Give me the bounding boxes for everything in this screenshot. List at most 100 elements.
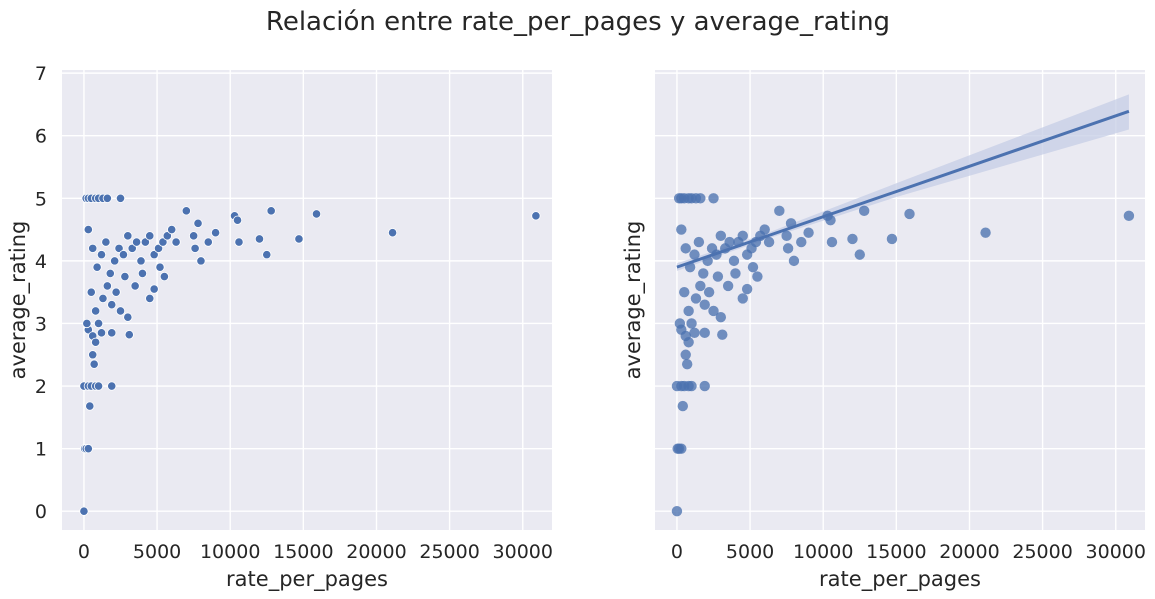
data-point (686, 318, 697, 329)
x-tick-label: 25000 (419, 541, 479, 563)
data-point (781, 230, 792, 242)
data-point (886, 233, 898, 245)
data-point (196, 256, 206, 266)
data-point (676, 224, 687, 235)
data-point (145, 231, 155, 241)
data-point (698, 268, 709, 279)
data-point (712, 271, 724, 282)
y-tick-label: 0 (35, 501, 47, 523)
data-point (136, 256, 146, 266)
data-point (88, 243, 98, 253)
data-point (695, 193, 706, 204)
data-point (96, 328, 107, 338)
y-axis-label: average_rating (6, 221, 31, 380)
data-point (115, 306, 126, 316)
data-point (730, 268, 741, 279)
data-point (123, 231, 133, 241)
regression-panel-right: 0 5000 10000 15000 20000 25000 30000 rate_per_p… (621, 70, 1146, 592)
data-point (98, 293, 108, 304)
scatter-panel-left: 0 5000 10000 15000 20000 25000 30000 0 1 2 3 4 5 6 7 ra… (6, 63, 553, 592)
data-point (210, 228, 221, 238)
data-point (715, 312, 727, 323)
data-point (737, 230, 748, 242)
y-tick-label: 1 (35, 439, 47, 461)
data-point (110, 256, 120, 266)
data-point (107, 300, 117, 310)
data-point (114, 243, 124, 253)
data-point (680, 243, 691, 254)
data-point (131, 237, 142, 247)
data-point (79, 506, 89, 516)
data-point (763, 236, 775, 248)
x-tick-label: 30000 (493, 541, 553, 563)
data-point (681, 358, 693, 370)
data-point (140, 237, 150, 247)
x-tick-label: 10000 (793, 541, 853, 563)
data-point (88, 350, 98, 360)
data-point (203, 237, 213, 247)
x-tick-label: 0 (78, 541, 90, 563)
data-point (118, 250, 129, 260)
data-point (759, 224, 770, 235)
data-point (130, 281, 140, 291)
x-tick-label: 15000 (273, 541, 333, 563)
y-axis-label: average_rating (621, 221, 646, 380)
data-point (137, 268, 148, 279)
x-tick-label: 15000 (866, 541, 926, 563)
x-axis-label: rate_per_pages (819, 567, 981, 592)
x-axis-label: rate_per_pages (226, 567, 388, 592)
data-point (162, 231, 172, 241)
data-point (679, 286, 690, 298)
data-point (83, 444, 93, 454)
data-point (904, 208, 915, 220)
data-point (683, 337, 694, 348)
data-point (671, 506, 683, 517)
data-point (699, 327, 710, 339)
data-point (159, 271, 169, 282)
data-point (674, 318, 686, 329)
data-point (387, 228, 398, 238)
data-point (158, 237, 168, 247)
x-tick-label: 20000 (939, 541, 999, 563)
data-point (676, 443, 687, 454)
data-point (531, 211, 541, 221)
x-tick-label: 5000 (726, 541, 774, 563)
data-point (774, 205, 785, 217)
data-point (193, 218, 203, 228)
data-point (741, 283, 753, 295)
data-point (782, 243, 794, 254)
data-point (847, 233, 858, 245)
y-tick-label: 2 (35, 376, 47, 398)
y-tick-label: 4 (35, 251, 47, 273)
data-point (266, 206, 276, 216)
data-point (149, 284, 159, 294)
data-point (91, 337, 101, 347)
data-point (96, 250, 107, 260)
data-point (149, 250, 159, 260)
data-point (167, 224, 177, 235)
data-point (803, 227, 814, 238)
data-point (708, 305, 719, 317)
data-point (145, 293, 155, 304)
data-point (171, 237, 181, 247)
y-tick-label: 5 (35, 188, 47, 210)
data-point (115, 193, 126, 203)
data-point (1123, 210, 1135, 222)
figure-title: Relación entre rate_per_pages y average_… (266, 7, 890, 37)
data-point (124, 330, 134, 340)
data-point (107, 381, 117, 391)
data-point (86, 287, 96, 297)
y-tick-label: 7 (35, 63, 47, 85)
data-point (127, 243, 137, 253)
data-point (699, 299, 710, 310)
data-point (254, 234, 265, 244)
data-point (102, 281, 112, 291)
data-point (294, 234, 304, 244)
data-point (262, 250, 272, 260)
data-point (737, 293, 748, 304)
data-point (234, 237, 244, 247)
data-point (788, 255, 800, 267)
x-tick-label: 25000 (1012, 541, 1072, 563)
data-point (690, 293, 702, 304)
